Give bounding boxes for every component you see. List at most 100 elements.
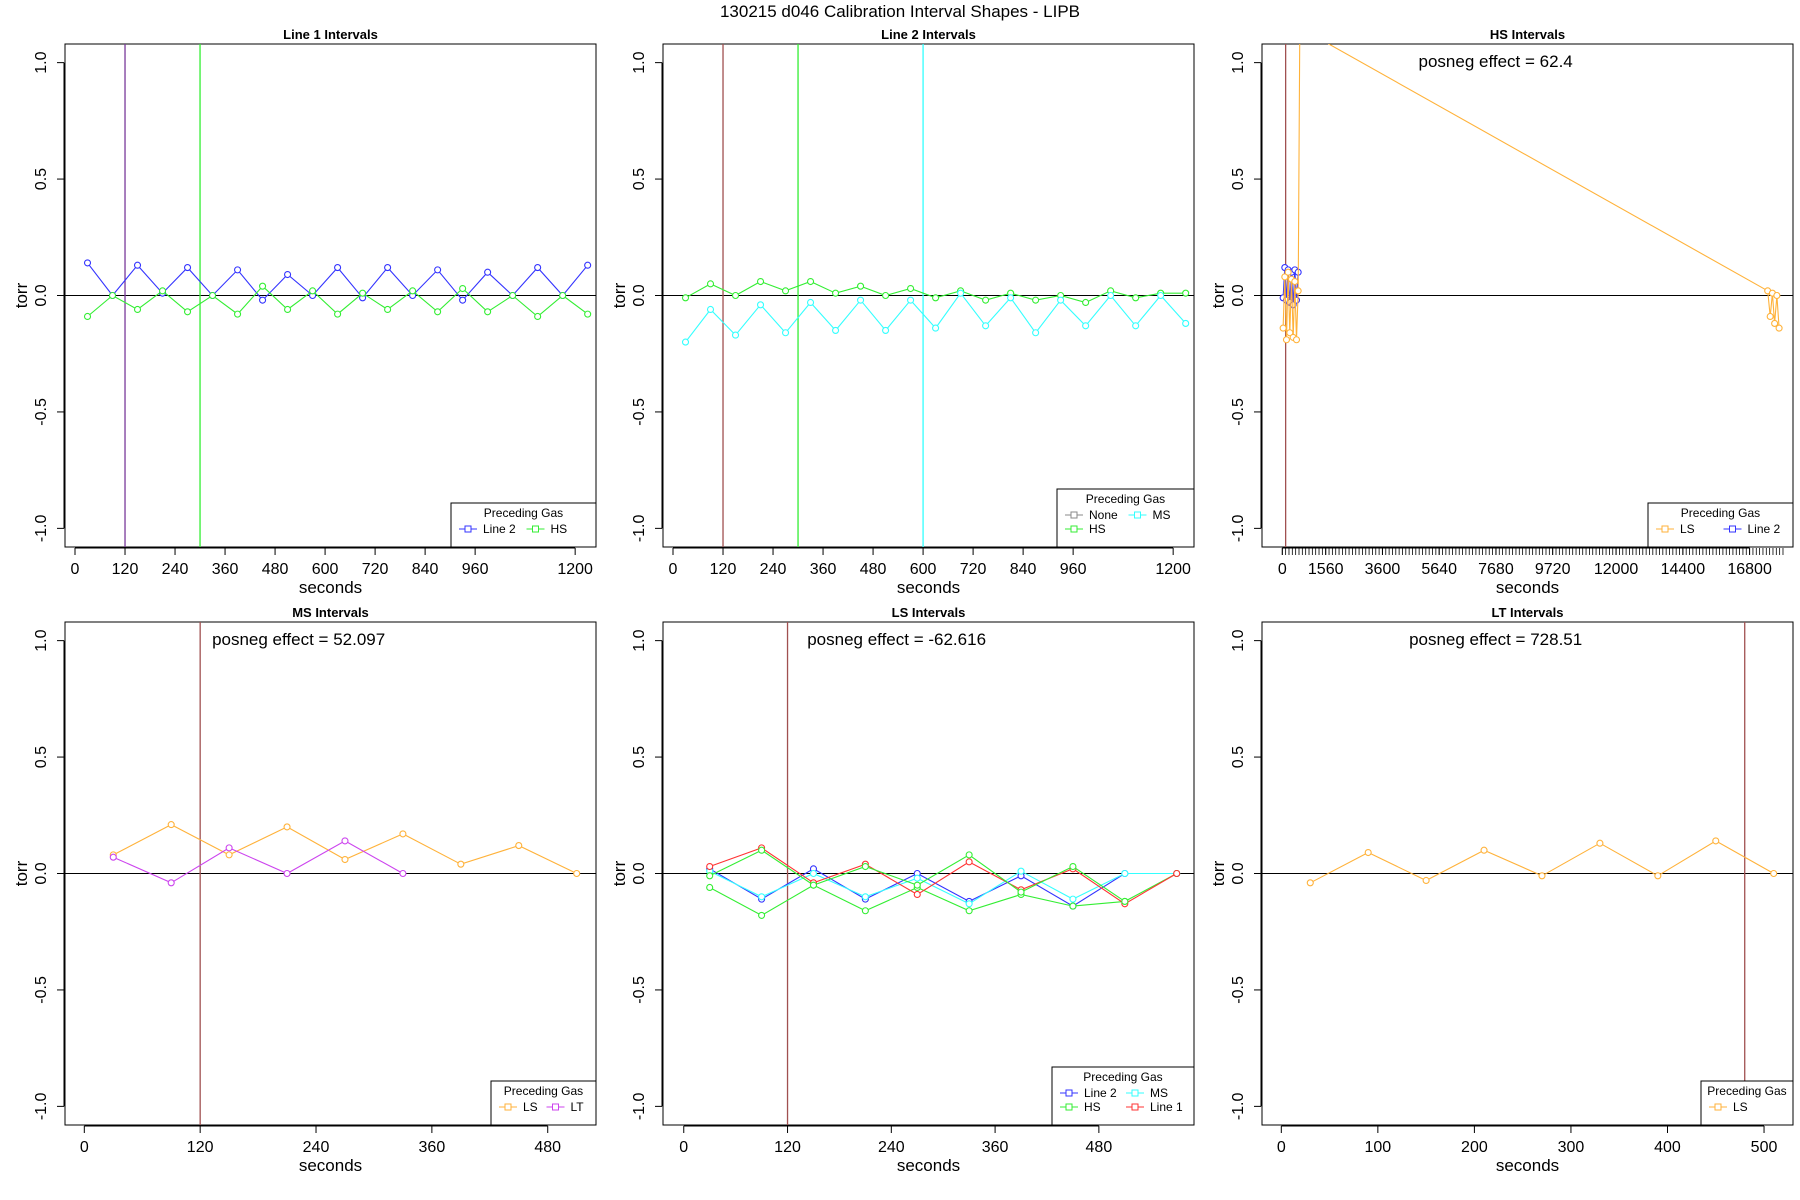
data-point [806,277,815,286]
x-tick-label: 240 [162,561,189,578]
data-point [806,298,815,307]
legend-box [1647,502,1794,548]
x-tick-label: 360 [212,561,239,578]
y-tick-label: -0.5 [631,398,648,426]
x-tick-label: 1200 [557,561,593,578]
data-point [1182,319,1190,327]
data-point [1297,25,1303,31]
x-tick-label: 120 [710,561,737,578]
legend-label: MS [1150,1086,1168,1100]
series-line [1282,44,1780,340]
data-point [283,869,291,878]
y-axis-label: torr [610,860,629,886]
data-point [1766,312,1774,321]
data-point [1480,846,1488,854]
x-tick-label: 0 [1278,561,1287,578]
data-point [706,883,714,892]
x-tick-label: 300 [1558,1139,1585,1156]
chart-title: Line 2 Intervals [881,27,976,42]
page-title: 130215 d046 Calibration Interval Shapes … [719,2,1081,21]
series-line [1282,267,1299,305]
data-point [341,837,349,845]
legend-swatch-mark [1661,525,1669,533]
data-point [1292,336,1301,344]
x-tick-label: 0 [679,1139,688,1156]
data-point [225,851,233,859]
posneg-annotation: posneg effect = 728.51 [1409,630,1582,649]
chart-title: LT Intervals [1491,605,1563,620]
series-ms [681,289,1190,346]
data-point [913,890,921,899]
data-point [706,305,715,314]
legend-label: HS [1089,522,1106,536]
data-point [1132,294,1140,302]
y-tick-label: -0.5 [1230,398,1247,426]
legend-label: Line 1 [1150,1100,1183,1114]
data-point [681,294,690,302]
chart-panel: LS Intervals 0 120 240 360 480 seconds -1.0 -0.5… [610,605,1195,1175]
y-tick-label: -1.0 [1230,514,1247,542]
data-point [756,277,765,286]
data-point [832,289,840,297]
legend-swatch-mark [1131,1103,1139,1111]
y-tick-label: 1.0 [1230,51,1247,73]
data-point [559,291,567,300]
data-point [907,296,915,304]
legend-entry: Line 1 [1126,1100,1183,1114]
data-point [183,264,192,272]
data-point [1775,324,1783,332]
data-point [1773,291,1781,300]
chart-panel: HS Intervals 0 1560 3600 5640 7680 9720 12000 14… [1209,25,1794,597]
data-point [1596,839,1604,847]
x-tick-label: 480 [860,561,887,578]
x-tick-label: 400 [1654,1139,1681,1156]
data-point [1286,329,1294,337]
data-point [1032,329,1040,337]
legend-title: Preceding Gas [504,1084,583,1098]
x-tick-label: 120 [774,1139,801,1156]
data-point [857,282,865,290]
data-point [234,310,242,318]
x-tick-label: 360 [982,1139,1009,1156]
y-tick-label: 1.0 [631,51,648,73]
x-tick-label: 0 [71,561,80,578]
data-point [861,893,869,901]
data-point [515,842,523,850]
series-hs [706,846,1129,905]
x-tick-label: 240 [878,1139,905,1156]
legend-swatch-mark [1065,1103,1073,1111]
y-axis: -1.0 -0.5 0.0 0.5 1.0 torr [1209,629,1262,1120]
legend-entry: LT [546,1100,584,1114]
data-point [1282,336,1291,344]
data-point [259,282,267,290]
legend: Preceding Gas Line 2 HS [450,502,597,548]
legend-title: Preceding Gas [1707,1084,1786,1098]
legend: Preceding Gas Line 2 MS HS Line 1 [1051,1066,1195,1126]
legend-entry: Line 2 [459,522,516,536]
legend-title: Preceding Gas [1681,506,1760,520]
legend-entry: MS [1126,1086,1168,1100]
legend-swatch-mark [1714,1103,1722,1111]
legend-label: Line 2 [1748,522,1781,536]
legend-label: LS [1733,1100,1748,1114]
y-tick-label: 0.5 [1230,746,1247,768]
data-point [913,881,921,889]
data-point [982,296,990,304]
data-point [913,874,921,882]
data-point [259,296,267,304]
data-point [399,869,407,878]
legend-box [1051,1066,1195,1126]
data-point [1132,322,1140,330]
data-point [1157,291,1165,300]
x-axis: 0 1560 3600 5640 7680 9720 12000 14400 16800 seco… [1278,547,1784,597]
legend: Preceding Gas None MS HS [1056,488,1195,548]
x-tick-label: 16800 [1727,561,1772,578]
legend-swatch-mark [552,1103,559,1111]
data-point [882,326,890,334]
x-axis: 0 120 240 360 480 600 720 840 960 1200 seconds [71,547,593,597]
data-point [758,846,766,854]
series-lt [109,837,407,887]
y-tick-label: -0.5 [1230,976,1247,1004]
y-axis-label: torr [1209,282,1228,308]
y-axis-label: torr [12,282,31,308]
